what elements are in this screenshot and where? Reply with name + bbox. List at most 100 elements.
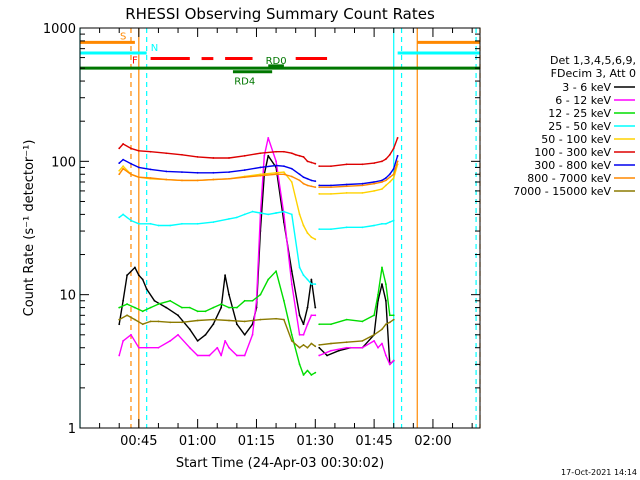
series-line-b-5-point-9 (396, 136, 399, 139)
series-line-0-point-16 (228, 293, 230, 296)
x-tick-label-1: 01:00 (179, 434, 216, 449)
series-line-b-2-point-8 (388, 314, 391, 317)
series-line-0-point-12 (204, 333, 207, 336)
series-line-3-point-7 (181, 222, 183, 225)
series-line-b-6-point-9 (396, 154, 399, 157)
series-line-0-point-31 (314, 306, 317, 309)
series-line-1-point-9 (196, 354, 199, 357)
series-line-4-point-17 (306, 232, 309, 234)
series-line-b-1-point-8 (388, 363, 391, 366)
series-line-b-1-point-4 (373, 340, 376, 342)
series-line-2-point-7 (181, 306, 183, 309)
series-line-b-0-point-8 (384, 299, 387, 302)
series-line-b-5-point-7 (388, 153, 391, 156)
series-line-1-point-14 (228, 346, 230, 349)
series-line-3-point-0 (118, 216, 121, 219)
plot-frame (79, 27, 481, 429)
series-line-b-5 (319, 137, 399, 167)
series-line-b-8-point-0 (318, 344, 321, 346)
series-line-5-point-5 (165, 152, 168, 155)
series-line-b-2-point-2 (345, 318, 348, 321)
series-line-b-2-point-1 (330, 323, 332, 326)
x-tick-label-3: 01:30 (297, 434, 334, 449)
series-line-1-point-6 (169, 340, 172, 342)
series-line-b-6-point-1 (330, 184, 332, 187)
series-line-5-point-2 (130, 147, 132, 150)
series-line-1-point-3 (137, 346, 140, 349)
series-line-b-8-point-5 (381, 328, 383, 331)
series-line-b-5-point-6 (384, 158, 387, 160)
series-line-8 (118, 314, 316, 349)
y-tick-label-2: 100 (51, 155, 76, 170)
series-line-b-4-point-6 (384, 184, 387, 187)
series-line-b-5-point-5 (381, 160, 383, 163)
series-line-8-point-12 (259, 318, 262, 321)
series-line-4-point-1 (122, 165, 125, 168)
series-line-6-point-12 (275, 164, 277, 167)
series-line-1-point-20 (263, 154, 266, 157)
series-line-b-8-point-3 (361, 340, 364, 342)
series-line-b-7 (319, 161, 399, 188)
series-line-b-8 (319, 319, 395, 346)
series-line-1-point-22 (275, 160, 277, 163)
series-line-8-point-1 (126, 314, 128, 317)
series-line-6-point-3 (137, 166, 140, 169)
series-line-5-point-3 (137, 149, 140, 152)
series-line-b-2-point-5 (377, 293, 379, 296)
series-line-5-point-20 (314, 162, 317, 165)
series-line-b-2-point-0 (318, 323, 321, 326)
series-line-8-point-10 (228, 319, 230, 322)
series-line-6-point-13 (283, 165, 285, 168)
series-line-3-point-16 (275, 212, 277, 214)
series-line-7 (118, 167, 316, 188)
series-line-b-3-point-6 (384, 222, 387, 225)
series-line-b-6-point-5 (381, 179, 383, 182)
series-line-5-point-1 (122, 143, 125, 145)
series-line-3-point-11 (235, 216, 238, 219)
series-line-b-4-point-1 (330, 192, 332, 195)
series-line-4-point-15 (298, 213, 301, 216)
series-line-6-point-1 (122, 158, 125, 161)
series-line-1 (118, 137, 316, 357)
series-line-0-point-23 (267, 154, 270, 157)
series-line-1-point-0 (118, 354, 121, 357)
series-line-0-point-14 (220, 306, 223, 309)
y-tick-label-3: 1000 (43, 22, 76, 37)
series-line-b-0-point-7 (381, 283, 383, 286)
series-line-0-point-6 (145, 288, 148, 291)
series-line-5-point-4 (149, 150, 152, 153)
series-line-8-point-16 (298, 346, 301, 349)
series-line-b-4-point-7 (388, 181, 391, 183)
series-line-1-point-25 (298, 333, 301, 336)
series-line-7-point-4 (149, 177, 152, 179)
series-line-8-point-20 (314, 345, 317, 348)
series-line-7-point-12 (275, 173, 277, 176)
series-line-2-point-0 (118, 306, 121, 309)
series-line-b-5-point-0 (318, 165, 321, 168)
series-line-b-8-point-4 (373, 333, 376, 336)
series-line-2-point-26 (314, 371, 317, 374)
series-line-3-point-21 (306, 278, 309, 281)
series-line-2-point-10 (204, 310, 207, 313)
footer-timestamp: 17-Oct-2021 14:14 (561, 468, 637, 477)
series-line-2-point-8 (188, 306, 191, 309)
series-line-5-point-17 (302, 155, 305, 158)
legend-label-3: 25 - 50 keV (548, 120, 611, 133)
series-line-7-point-10 (243, 176, 246, 179)
series-line-b-8-point-7 (388, 321, 391, 324)
series-line-2-point-18 (267, 278, 270, 281)
series-line-7-point-11 (259, 174, 262, 177)
series-line-1-point-16 (243, 354, 246, 357)
series-line-1-point-23 (283, 213, 285, 216)
series-line-4-point-18 (310, 236, 313, 239)
series-line-8-point-7 (181, 321, 183, 324)
legend-label-7: 800 - 7000 keV (527, 172, 611, 185)
series-line-7-point-8 (212, 178, 215, 181)
legend-label-8: 7000 - 15000 keV (513, 185, 611, 198)
series-line-7-point-15 (298, 179, 301, 182)
series-line-0-point-2 (126, 274, 128, 277)
series-line-1-point-1 (122, 340, 125, 342)
series-line-0-point-30 (310, 278, 313, 281)
series-line-3-point-13 (251, 210, 254, 213)
annotation-F: F (132, 56, 138, 67)
